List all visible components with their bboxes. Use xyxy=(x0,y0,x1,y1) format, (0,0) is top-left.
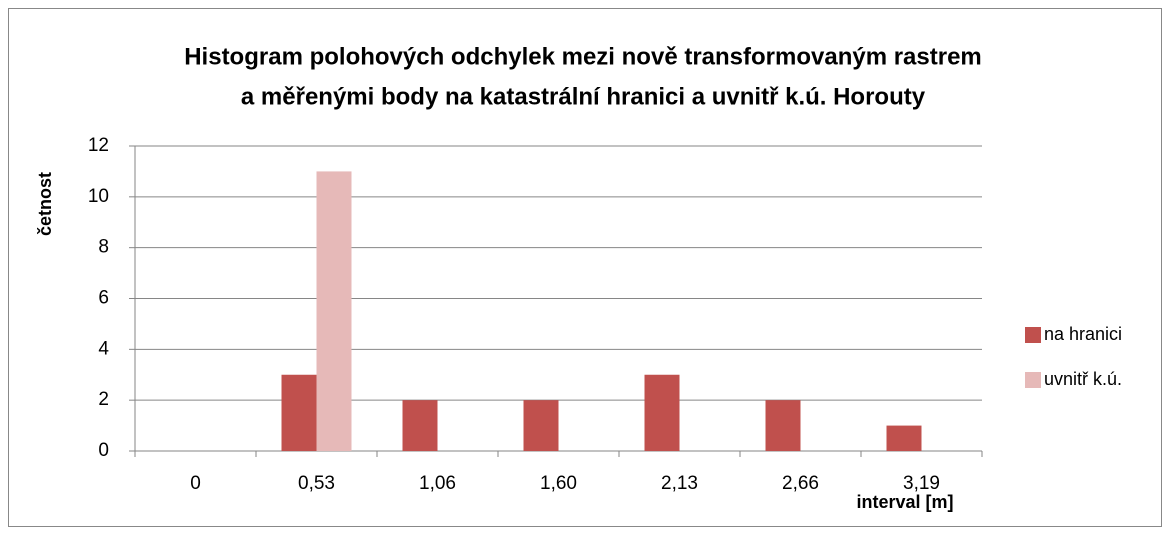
y-tick-label: 12 xyxy=(88,135,109,156)
legend-label: na hranici xyxy=(1044,324,1122,344)
x-tick-label: 2,66 xyxy=(782,473,819,494)
x-tick-label: 2,13 xyxy=(661,473,698,494)
legend-label: uvnitř k.ú. xyxy=(1044,369,1122,389)
bar xyxy=(644,374,680,451)
y-tick-label: 0 xyxy=(98,440,109,461)
chart-title: Histogram polohových odchylek mezi nově … xyxy=(184,43,982,70)
y-tick-label: 6 xyxy=(98,288,109,309)
y-axis-label: četnost xyxy=(35,172,55,236)
x-tick-label: 3,19 xyxy=(903,473,940,494)
legend-swatch xyxy=(1025,327,1041,343)
bar xyxy=(523,400,559,451)
x-tick-label: 0 xyxy=(190,473,201,494)
x-axis-label: interval [m] xyxy=(856,492,953,512)
chart-border xyxy=(8,8,1162,527)
bar xyxy=(281,374,317,451)
y-tick-label: 2 xyxy=(98,389,109,410)
x-tick-label: 0,53 xyxy=(298,473,335,494)
y-tick-label: 4 xyxy=(98,338,109,359)
bar xyxy=(316,171,352,451)
bar xyxy=(886,425,922,451)
y-tick-label: 8 xyxy=(98,237,109,258)
chart-title: a měřenými body na katastrální hranici a… xyxy=(241,83,926,110)
legend-swatch xyxy=(1025,372,1041,388)
x-tick-label: 1,06 xyxy=(419,473,456,494)
y-tick-label: 10 xyxy=(88,186,109,207)
x-tick-label: 1,60 xyxy=(540,473,577,494)
bar xyxy=(765,400,801,451)
bar xyxy=(402,400,438,451)
